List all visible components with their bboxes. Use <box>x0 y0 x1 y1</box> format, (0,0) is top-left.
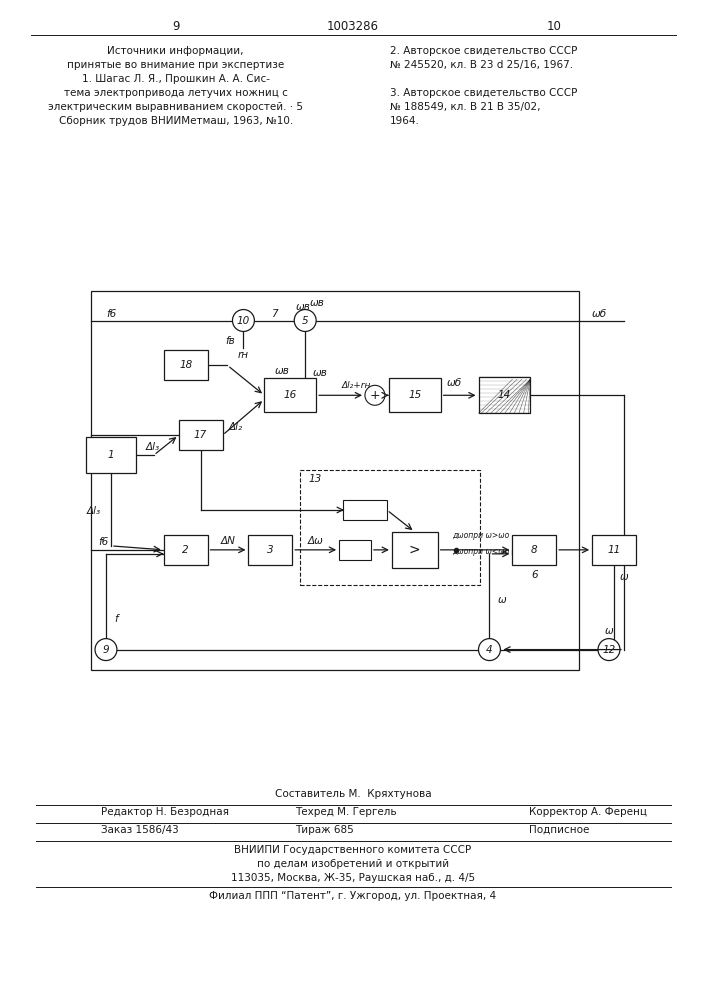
Text: Редактор Н. Безродная: Редактор Н. Безродная <box>101 807 229 817</box>
Bar <box>513 535 556 565</box>
Text: 10: 10 <box>237 316 250 326</box>
Text: 10: 10 <box>547 20 561 33</box>
Text: 3: 3 <box>267 545 274 555</box>
Text: ВНИИПИ Государственного комитета СССР: ВНИИПИ Государственного комитета СССР <box>235 845 472 855</box>
Text: Составитель М.  Кряхтунова: Составитель М. Кряхтунова <box>275 789 431 799</box>
Text: 9: 9 <box>172 20 180 33</box>
Text: f: f <box>114 614 117 624</box>
Bar <box>300 470 479 585</box>
Text: 1964.: 1964. <box>390 116 420 126</box>
Text: Корректор А. Ференц: Корректор А. Ференц <box>530 807 648 817</box>
Text: 1003286: 1003286 <box>327 20 379 33</box>
Circle shape <box>598 639 620 661</box>
Text: 7: 7 <box>271 309 278 319</box>
Text: Δl₂: Δl₂ <box>228 422 243 432</box>
Bar <box>592 535 636 565</box>
Text: № 188549, кл. В 21 В 35/02,: № 188549, кл. В 21 В 35/02, <box>390 102 540 112</box>
Text: Δl₃: Δl₃ <box>146 442 160 452</box>
Text: fв: fв <box>226 336 235 346</box>
Text: 9: 9 <box>103 645 110 655</box>
Bar <box>339 540 371 560</box>
Text: ωв: ωв <box>275 366 290 376</box>
Text: Филиал ППП “Патент”, г. Ужгород, ул. Проектная, 4: Филиал ППП “Патент”, г. Ужгород, ул. Про… <box>209 891 496 901</box>
Text: Δl₃: Δl₃ <box>87 506 101 516</box>
Text: rн: rн <box>238 350 248 360</box>
Text: дωопри ω<ωo: дωопри ω<ωo <box>452 547 510 556</box>
Text: Сборник трудов ВНИИМетмаш, 1963, №10.: Сборник трудов ВНИИМетмаш, 1963, №10. <box>59 116 293 126</box>
Text: дωопри ω>ωo: дωопри ω>ωo <box>452 531 510 540</box>
Text: Техред М. Гергель: Техред М. Гергель <box>296 807 397 817</box>
Text: f6: f6 <box>106 309 116 319</box>
Text: 15: 15 <box>408 390 421 400</box>
Text: 2. Авторское свидетельство СССР: 2. Авторское свидетельство СССР <box>390 46 577 56</box>
Text: ΔN: ΔN <box>221 536 235 546</box>
Text: Δω: Δω <box>308 536 324 546</box>
Text: 4: 4 <box>486 645 493 655</box>
Bar <box>343 500 387 520</box>
Circle shape <box>95 639 117 661</box>
Bar <box>389 378 440 412</box>
Bar <box>248 535 292 565</box>
Text: 13: 13 <box>308 474 322 484</box>
Text: 3. Авторское свидетельство СССР: 3. Авторское свидетельство СССР <box>390 88 577 98</box>
Text: 17: 17 <box>194 430 207 440</box>
Text: f6: f6 <box>98 537 108 547</box>
Text: по делам изобретений и открытий: по делам изобретений и открытий <box>257 859 449 869</box>
Circle shape <box>233 310 255 331</box>
Text: Тираж 685: Тираж 685 <box>296 825 354 835</box>
Text: Δl₂+rн: Δl₂+rн <box>342 381 371 390</box>
Text: ω: ω <box>498 595 506 605</box>
Text: 12: 12 <box>602 645 616 655</box>
Text: 8: 8 <box>531 545 537 555</box>
Text: ω: ω <box>620 572 629 582</box>
Text: Подписное: Подписное <box>530 825 590 835</box>
Text: принятые во внимание при экспертизе: принятые во внимание при экспертизе <box>67 60 284 70</box>
Bar <box>479 377 530 413</box>
Text: электрическим выравниванием скоростей. · 5: электрическим выравниванием скоростей. ·… <box>48 102 303 112</box>
Circle shape <box>294 310 316 331</box>
Text: 1: 1 <box>107 450 115 460</box>
Text: тема электропривода летучих ножниц с: тема электропривода летучих ножниц с <box>64 88 288 98</box>
Bar <box>392 532 438 568</box>
Bar <box>264 378 316 412</box>
Text: 5: 5 <box>302 316 308 326</box>
Text: № 245520, кл. В 23 d 25/16, 1967.: № 245520, кл. В 23 d 25/16, 1967. <box>390 60 573 70</box>
Bar <box>164 350 208 380</box>
Text: 18: 18 <box>179 360 192 370</box>
Bar <box>91 291 579 670</box>
Text: ωв: ωв <box>313 368 328 378</box>
Text: >: > <box>409 543 421 557</box>
Text: 2: 2 <box>182 545 189 555</box>
Text: +: + <box>370 389 380 402</box>
Bar <box>164 535 208 565</box>
Text: Заказ 1586/43: Заказ 1586/43 <box>101 825 179 835</box>
Text: 16: 16 <box>284 390 297 400</box>
Text: 11: 11 <box>607 545 621 555</box>
Text: 14: 14 <box>498 390 511 400</box>
Circle shape <box>479 639 501 661</box>
Circle shape <box>365 385 385 405</box>
Text: 6: 6 <box>531 570 537 580</box>
Text: ωв: ωв <box>310 298 325 308</box>
Bar <box>86 437 136 473</box>
Text: ω: ω <box>604 626 614 636</box>
Text: 1. Шагас Л. Я., Прошкин А. А. Сис-: 1. Шагас Л. Я., Прошкин А. А. Сис- <box>82 74 269 84</box>
Text: ωб: ωб <box>447 378 462 388</box>
Text: ωв: ωв <box>296 302 310 312</box>
Text: ωб: ωб <box>592 309 607 319</box>
Bar <box>179 420 223 450</box>
Text: Источники информации,: Источники информации, <box>107 46 244 56</box>
Text: 113035, Москва, Ж-35, Раушская наб., д. 4/5: 113035, Москва, Ж-35, Раушская наб., д. … <box>231 873 475 883</box>
